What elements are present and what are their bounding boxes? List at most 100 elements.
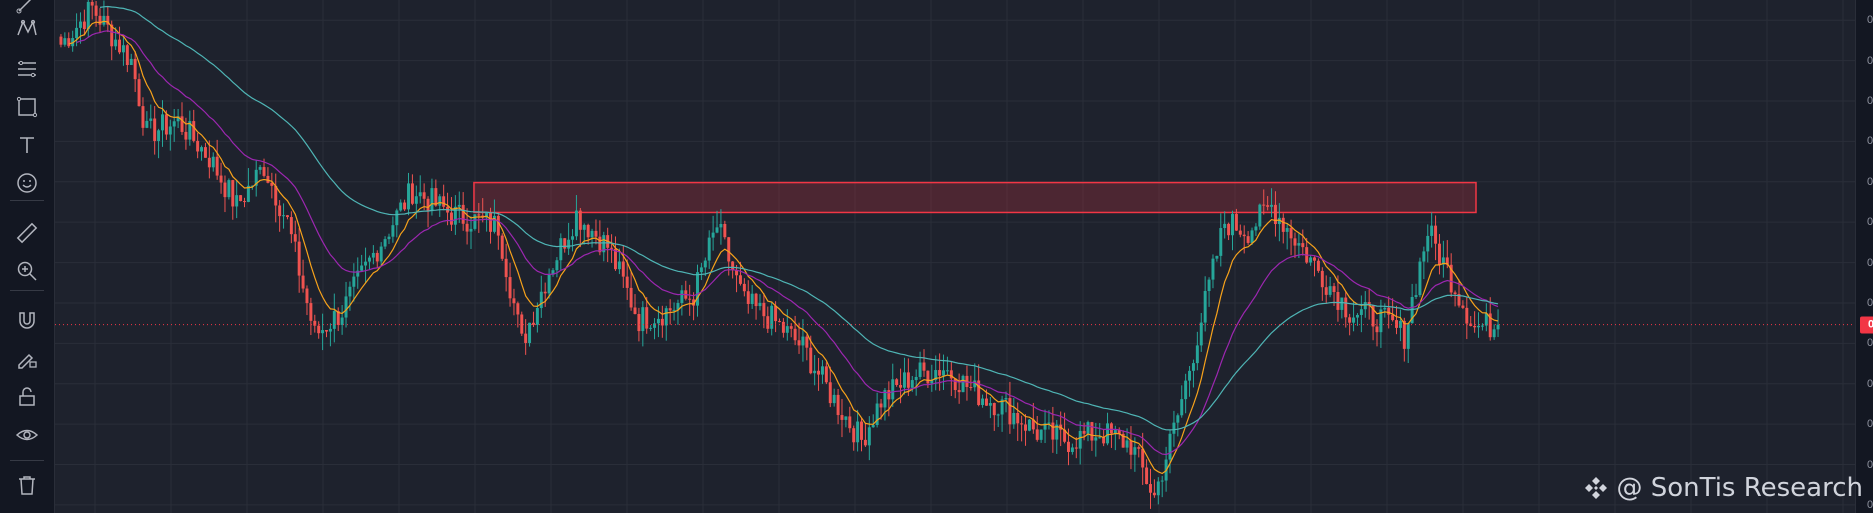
magnet-icon[interactable] [12,306,42,336]
candle-body [1324,287,1328,295]
candle-body [602,235,606,253]
candle-body [1367,302,1371,306]
candle-body [738,275,742,284]
candle-body [1227,223,1231,236]
candle-body [535,308,539,325]
candle-body [918,362,922,377]
candle-body [161,114,164,131]
candle-body [707,237,711,261]
candle-body [1051,422,1055,440]
candle-body [317,325,321,334]
candle-body [551,270,555,275]
candle-body [547,274,551,294]
pencil-lock-icon[interactable] [12,344,42,374]
candle-body [63,38,67,45]
candle-body [1191,363,1195,371]
candle-body [984,398,988,406]
candle-body [1133,447,1137,455]
candle-body [121,45,125,53]
candle-body [1008,398,1012,425]
candle-body [219,175,223,183]
candle-body [727,237,731,262]
candle-body [1441,257,1445,265]
emoji-icon[interactable] [12,168,42,198]
candle-body [692,299,696,306]
candle-body [645,307,649,329]
candle-body [293,234,297,242]
candle-body [383,239,387,247]
candle-body [1043,423,1047,430]
candle-body [407,183,410,210]
candle-body [285,215,289,218]
candle-body [844,416,848,420]
candle-body [930,380,934,384]
candle-body [352,276,356,287]
price-chart[interactable] [55,0,1855,513]
candle-body [723,223,727,238]
price-tick-label: 0,154999 [1867,175,1873,188]
candle-body [699,267,703,273]
candle-body [1254,226,1258,231]
candle-body [344,296,348,318]
chart-area[interactable]: 0,137310 0,175000 0,169999 0,164999 0,15999… [55,0,1873,513]
eye-icon[interactable] [12,420,42,450]
candle-body [543,291,547,294]
candle-body [1211,258,1215,280]
candle-body [86,1,90,30]
price-tick-label: 0,119999 [1867,458,1873,471]
fib-icon[interactable] [12,54,42,84]
candle-body [848,416,852,429]
candle-body [172,121,176,127]
rectangle-icon[interactable] [12,92,42,122]
candle-body [1145,467,1149,485]
candle-body [1273,204,1277,225]
candle-body [98,15,102,25]
candle-body [1172,422,1176,434]
candle-body [664,308,668,326]
candle-body [1168,433,1172,460]
candle-body [243,201,246,203]
candle-body [375,252,379,262]
candle-body [438,196,442,206]
candle-body [766,316,770,329]
candle-body [489,212,493,232]
candle-body [1129,440,1133,455]
candle-body [340,317,344,325]
candle-body [735,270,739,276]
candle-body [836,394,840,416]
candle-body [1414,295,1418,297]
text-icon[interactable] [12,130,42,160]
candle-body [239,195,243,202]
candle-body [899,384,903,388]
candle-body [1250,230,1254,243]
candle-body [957,390,961,393]
candle-body [1289,228,1293,239]
candle-body [465,223,469,232]
candle-body [1152,492,1156,496]
candle-body [168,126,172,135]
candle-body [1078,430,1082,449]
candle-body [817,370,821,375]
candle-body [746,291,750,304]
zoom-in-icon[interactable] [12,256,42,286]
candle-body [434,188,438,206]
trend-line-icon[interactable] [12,0,42,18]
price-axis[interactable]: 0,137310 0,175000 0,169999 0,164999 0,15999… [1855,0,1873,513]
candle-body [824,366,828,383]
candle-body [1430,225,1434,236]
candle-body [1156,481,1160,496]
lock-icon[interactable] [12,382,42,412]
candle-body [1219,228,1223,256]
candle-body [1375,326,1379,333]
pattern-icon[interactable] [12,14,42,44]
candle-body [582,224,586,230]
ruler-icon[interactable] [12,218,42,248]
candle-body [297,241,301,276]
trash-icon[interactable] [12,470,42,500]
price-tick-label: 0,124999 [1867,418,1873,431]
candle-body [305,288,309,304]
candle-body [770,305,774,329]
candle-body [164,114,168,135]
candle-body [336,311,340,325]
candle-body [820,366,824,375]
